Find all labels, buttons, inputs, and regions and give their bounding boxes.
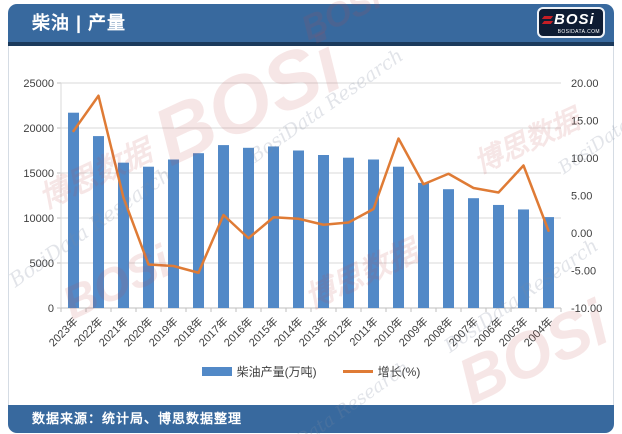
right-axis-tick-label: -10.00 [571,303,602,315]
bar-2013年 [318,155,329,308]
right-axis-tick-label: -5.00 [571,266,596,278]
bar-2011年 [368,159,379,308]
right-axis-tick-label: 15.00 [571,116,599,128]
legend-label-production: 柴油产量(万吨) [236,364,317,379]
bar-2016年 [243,147,254,308]
header-bar: 柴油 | 产量 BOSi BOSIDATA.COM [8,4,614,46]
page-title: 柴油 | 产量 [32,13,127,33]
bar-2015年 [268,146,279,308]
bar-2018年 [193,153,204,308]
left-axis-tick-label: 15000 [23,168,54,180]
bosi-logo: BOSi BOSIDATA.COM [537,7,605,38]
bar-2017年 [218,145,229,308]
left-axis-tick-label: 20000 [23,123,54,135]
bar-2008年 [443,189,454,308]
bar-2007年 [468,198,479,308]
right-axis-tick-label: 20.00 [571,78,599,90]
logo-brand-text: BOSi [554,11,595,28]
legend-item-growth: 增长(%) [342,363,421,380]
line-series-swatch [342,369,373,373]
bar-2012年 [343,157,354,308]
bar-2023年 [68,112,79,308]
bar-2010年 [393,166,404,308]
left-axis-tick-label: 5000 [30,258,54,270]
bar-series-swatch [201,366,232,376]
right-axis-tick-label: 0.00 [571,228,592,240]
bar-2019年 [168,159,179,308]
right-axis-tick-label: 10.00 [571,153,599,165]
bar-2009年 [418,182,429,308]
data-source-text: 数据来源：统计局、博思数据整理 [32,411,243,426]
bar-2020年 [143,166,154,308]
chart-panel: 0 5000 10000 15000 20000 25000 20.00 15.00 10.00… [8,46,614,405]
bar-2005年 [518,209,529,308]
chart-legend: 柴油产量(万吨) 增长(%) [9,362,613,380]
left-axis-tick-label: 25000 [23,78,54,90]
production-growth-chart: 0 5000 10000 15000 20000 25000 20.00 15.00 10.00… [23,78,602,349]
legend-item-production: 柴油产量(万吨) [201,363,317,380]
legend-label-growth: 增长(%) [377,364,421,379]
logo-stripes-icon [541,15,554,25]
logo-domain-text: BOSIDATA.COM [557,29,600,35]
bar-2006年 [493,204,504,308]
bar-2014年 [293,150,304,308]
left-axis-tick-label: 0 [48,303,54,315]
source-bar: 数据来源：统计局、博思数据整理 [8,405,614,433]
growth-line [72,94,550,274]
left-axis-tick-label: 10000 [23,213,54,225]
bar-2022年 [93,136,104,308]
right-axis-tick-label: 5.00 [571,191,592,203]
logo-brand-row: BOSi [541,11,595,28]
bar-2021年 [118,162,129,308]
bar-2004年 [543,217,554,308]
